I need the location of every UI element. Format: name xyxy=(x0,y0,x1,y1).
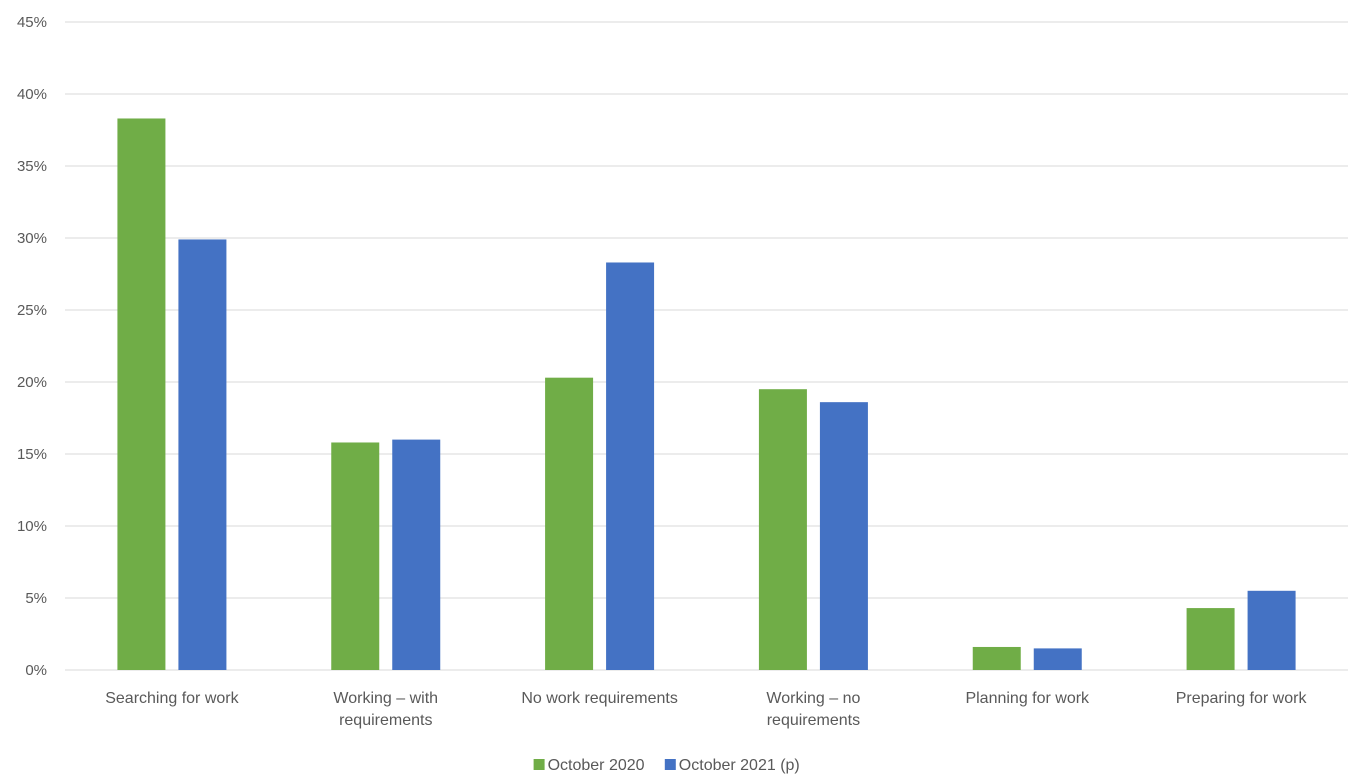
bar xyxy=(1033,648,1082,670)
bar xyxy=(758,389,807,670)
bar xyxy=(392,439,441,670)
bar xyxy=(1247,590,1296,670)
y-tick-label: 25% xyxy=(17,302,47,319)
y-tick-label: 40% xyxy=(17,86,47,103)
y-tick-label: 5% xyxy=(25,590,47,607)
x-tick-label: requirements xyxy=(767,712,860,729)
bars xyxy=(117,118,1296,671)
x-tick-label: Working – no xyxy=(766,690,860,707)
y-tick-label: 45% xyxy=(17,14,47,31)
x-tick-label: Working – with xyxy=(333,690,438,707)
bar xyxy=(545,377,594,670)
bar xyxy=(819,402,868,670)
y-tick-label: 30% xyxy=(17,230,47,247)
y-axis-ticks: 0% 5% 10% 15% 20% 25% 30% 35% 40% 45% xyxy=(17,14,47,679)
y-tick-label: 15% xyxy=(17,446,47,463)
x-axis-labels: Searching for work Working – with requirem… xyxy=(105,690,1307,729)
x-tick-label: Preparing for work xyxy=(1176,690,1308,707)
bar xyxy=(972,646,1021,670)
bar xyxy=(606,262,655,670)
legend-label: October 2020 xyxy=(548,757,645,774)
x-tick-label: requirements xyxy=(339,712,432,729)
y-tick-label: 10% xyxy=(17,518,47,535)
bar xyxy=(117,118,166,671)
y-tick-label: 35% xyxy=(17,158,47,175)
legend-swatch xyxy=(533,759,545,770)
x-tick-label: Planning for work xyxy=(965,690,1090,707)
x-tick-label: Searching for work xyxy=(105,690,239,707)
bar xyxy=(331,442,380,670)
legend-swatch xyxy=(664,759,676,770)
legend: October 2020 October 2021 (p) xyxy=(533,757,800,774)
y-tick-label: 20% xyxy=(17,374,47,391)
y-tick-label: 0% xyxy=(25,662,47,679)
bar xyxy=(178,239,227,670)
bar xyxy=(1186,608,1235,670)
gridlines xyxy=(65,21,1348,671)
x-tick-label: No work requirements xyxy=(521,690,678,707)
legend-label: October 2021 (p) xyxy=(679,757,800,774)
